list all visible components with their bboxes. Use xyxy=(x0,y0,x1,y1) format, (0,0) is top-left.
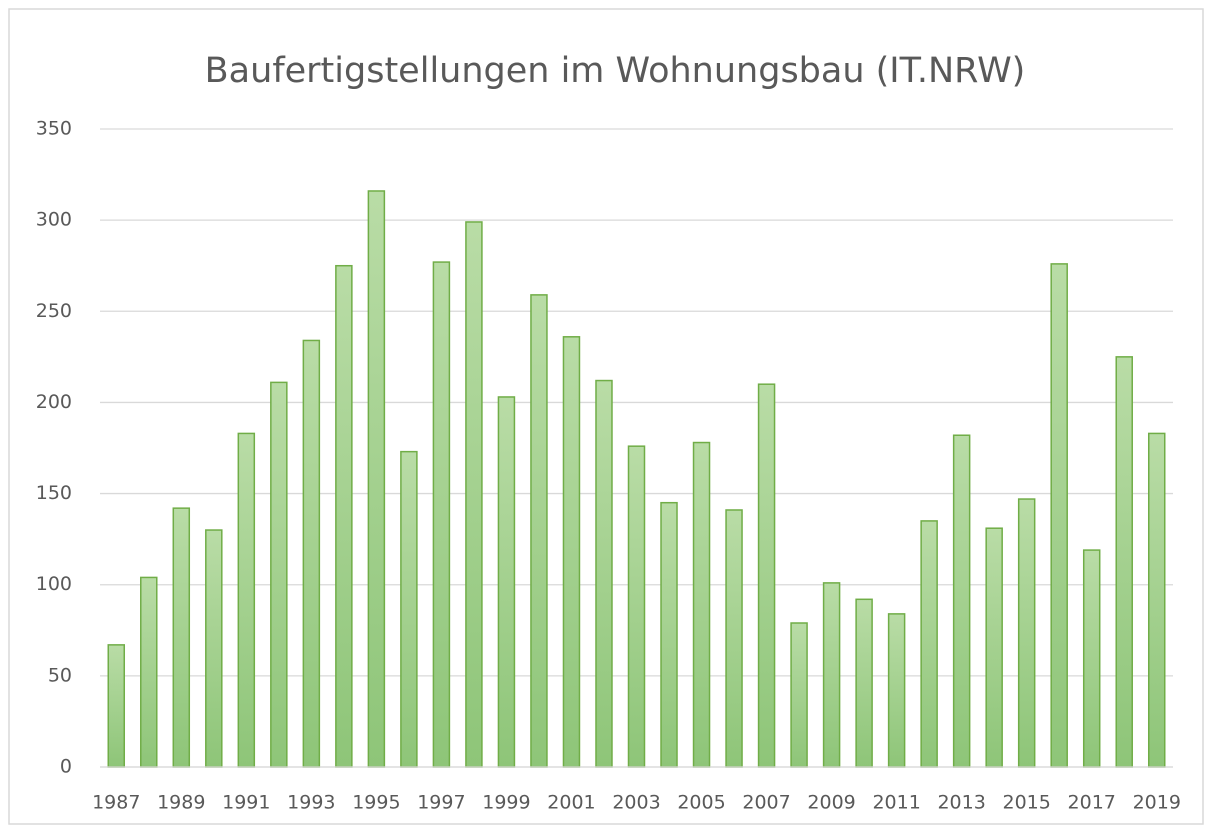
y-tick-label: 250 xyxy=(36,300,72,322)
bar xyxy=(302,339,321,768)
bar xyxy=(660,501,678,768)
x-tick-label: 2007 xyxy=(742,792,790,814)
bar xyxy=(790,622,808,768)
x-tick-label: 2005 xyxy=(677,792,725,814)
bar xyxy=(952,434,971,768)
y-tick-label: 100 xyxy=(36,573,72,595)
bar xyxy=(1050,263,1068,768)
bar xyxy=(757,383,776,768)
bar xyxy=(1115,356,1133,768)
bar xyxy=(1082,549,1101,768)
bar xyxy=(627,445,646,768)
bar xyxy=(140,576,158,768)
bar xyxy=(270,381,288,768)
bar xyxy=(1017,498,1036,768)
x-tick-label: 1995 xyxy=(352,792,400,814)
bar xyxy=(692,441,711,768)
bar xyxy=(920,520,938,768)
x-tick-label: 2009 xyxy=(807,792,855,814)
bar xyxy=(172,507,191,768)
bar xyxy=(367,190,386,768)
x-tick-label: 2003 xyxy=(612,792,660,814)
x-tick-label: 1999 xyxy=(482,792,530,814)
bar xyxy=(530,294,548,768)
bar xyxy=(562,336,581,768)
bar xyxy=(497,396,516,768)
y-tick-label: 150 xyxy=(36,482,72,504)
x-tick-label: 2001 xyxy=(547,792,595,814)
x-tick-label: 1997 xyxy=(417,792,465,814)
x-tick-label: 1993 xyxy=(287,792,335,814)
x-tick-label: 2019 xyxy=(1133,792,1181,814)
y-tick-label: 350 xyxy=(36,118,72,140)
x-tick-label: 1989 xyxy=(157,792,205,814)
x-tick-label: 2013 xyxy=(937,792,985,814)
y-tick-label: 0 xyxy=(60,756,72,778)
bar xyxy=(887,613,906,768)
chart-title: Baufertigstellungen im Wohnungsbau (IT.N… xyxy=(205,51,1026,91)
bar xyxy=(985,527,1003,768)
x-tick-label: 2015 xyxy=(1003,792,1051,814)
bar xyxy=(725,509,743,768)
bar xyxy=(335,264,353,768)
y-tick-label: 200 xyxy=(36,391,72,413)
bar xyxy=(855,598,873,768)
bar xyxy=(465,221,483,768)
bar xyxy=(107,644,126,768)
bar xyxy=(432,261,451,768)
bar xyxy=(595,379,613,768)
x-tick-label: 2017 xyxy=(1068,792,1116,814)
y-tick-label: 300 xyxy=(36,209,72,231)
y-tick-label: 50 xyxy=(48,664,72,686)
bar xyxy=(205,529,223,768)
bar xyxy=(237,432,256,768)
bar xyxy=(1147,432,1166,768)
bar xyxy=(400,450,418,768)
x-tick-label: 1987 xyxy=(92,792,140,814)
bar xyxy=(822,582,841,768)
x-tick-label: 2011 xyxy=(872,792,920,814)
x-tick-label: 1991 xyxy=(222,792,270,814)
